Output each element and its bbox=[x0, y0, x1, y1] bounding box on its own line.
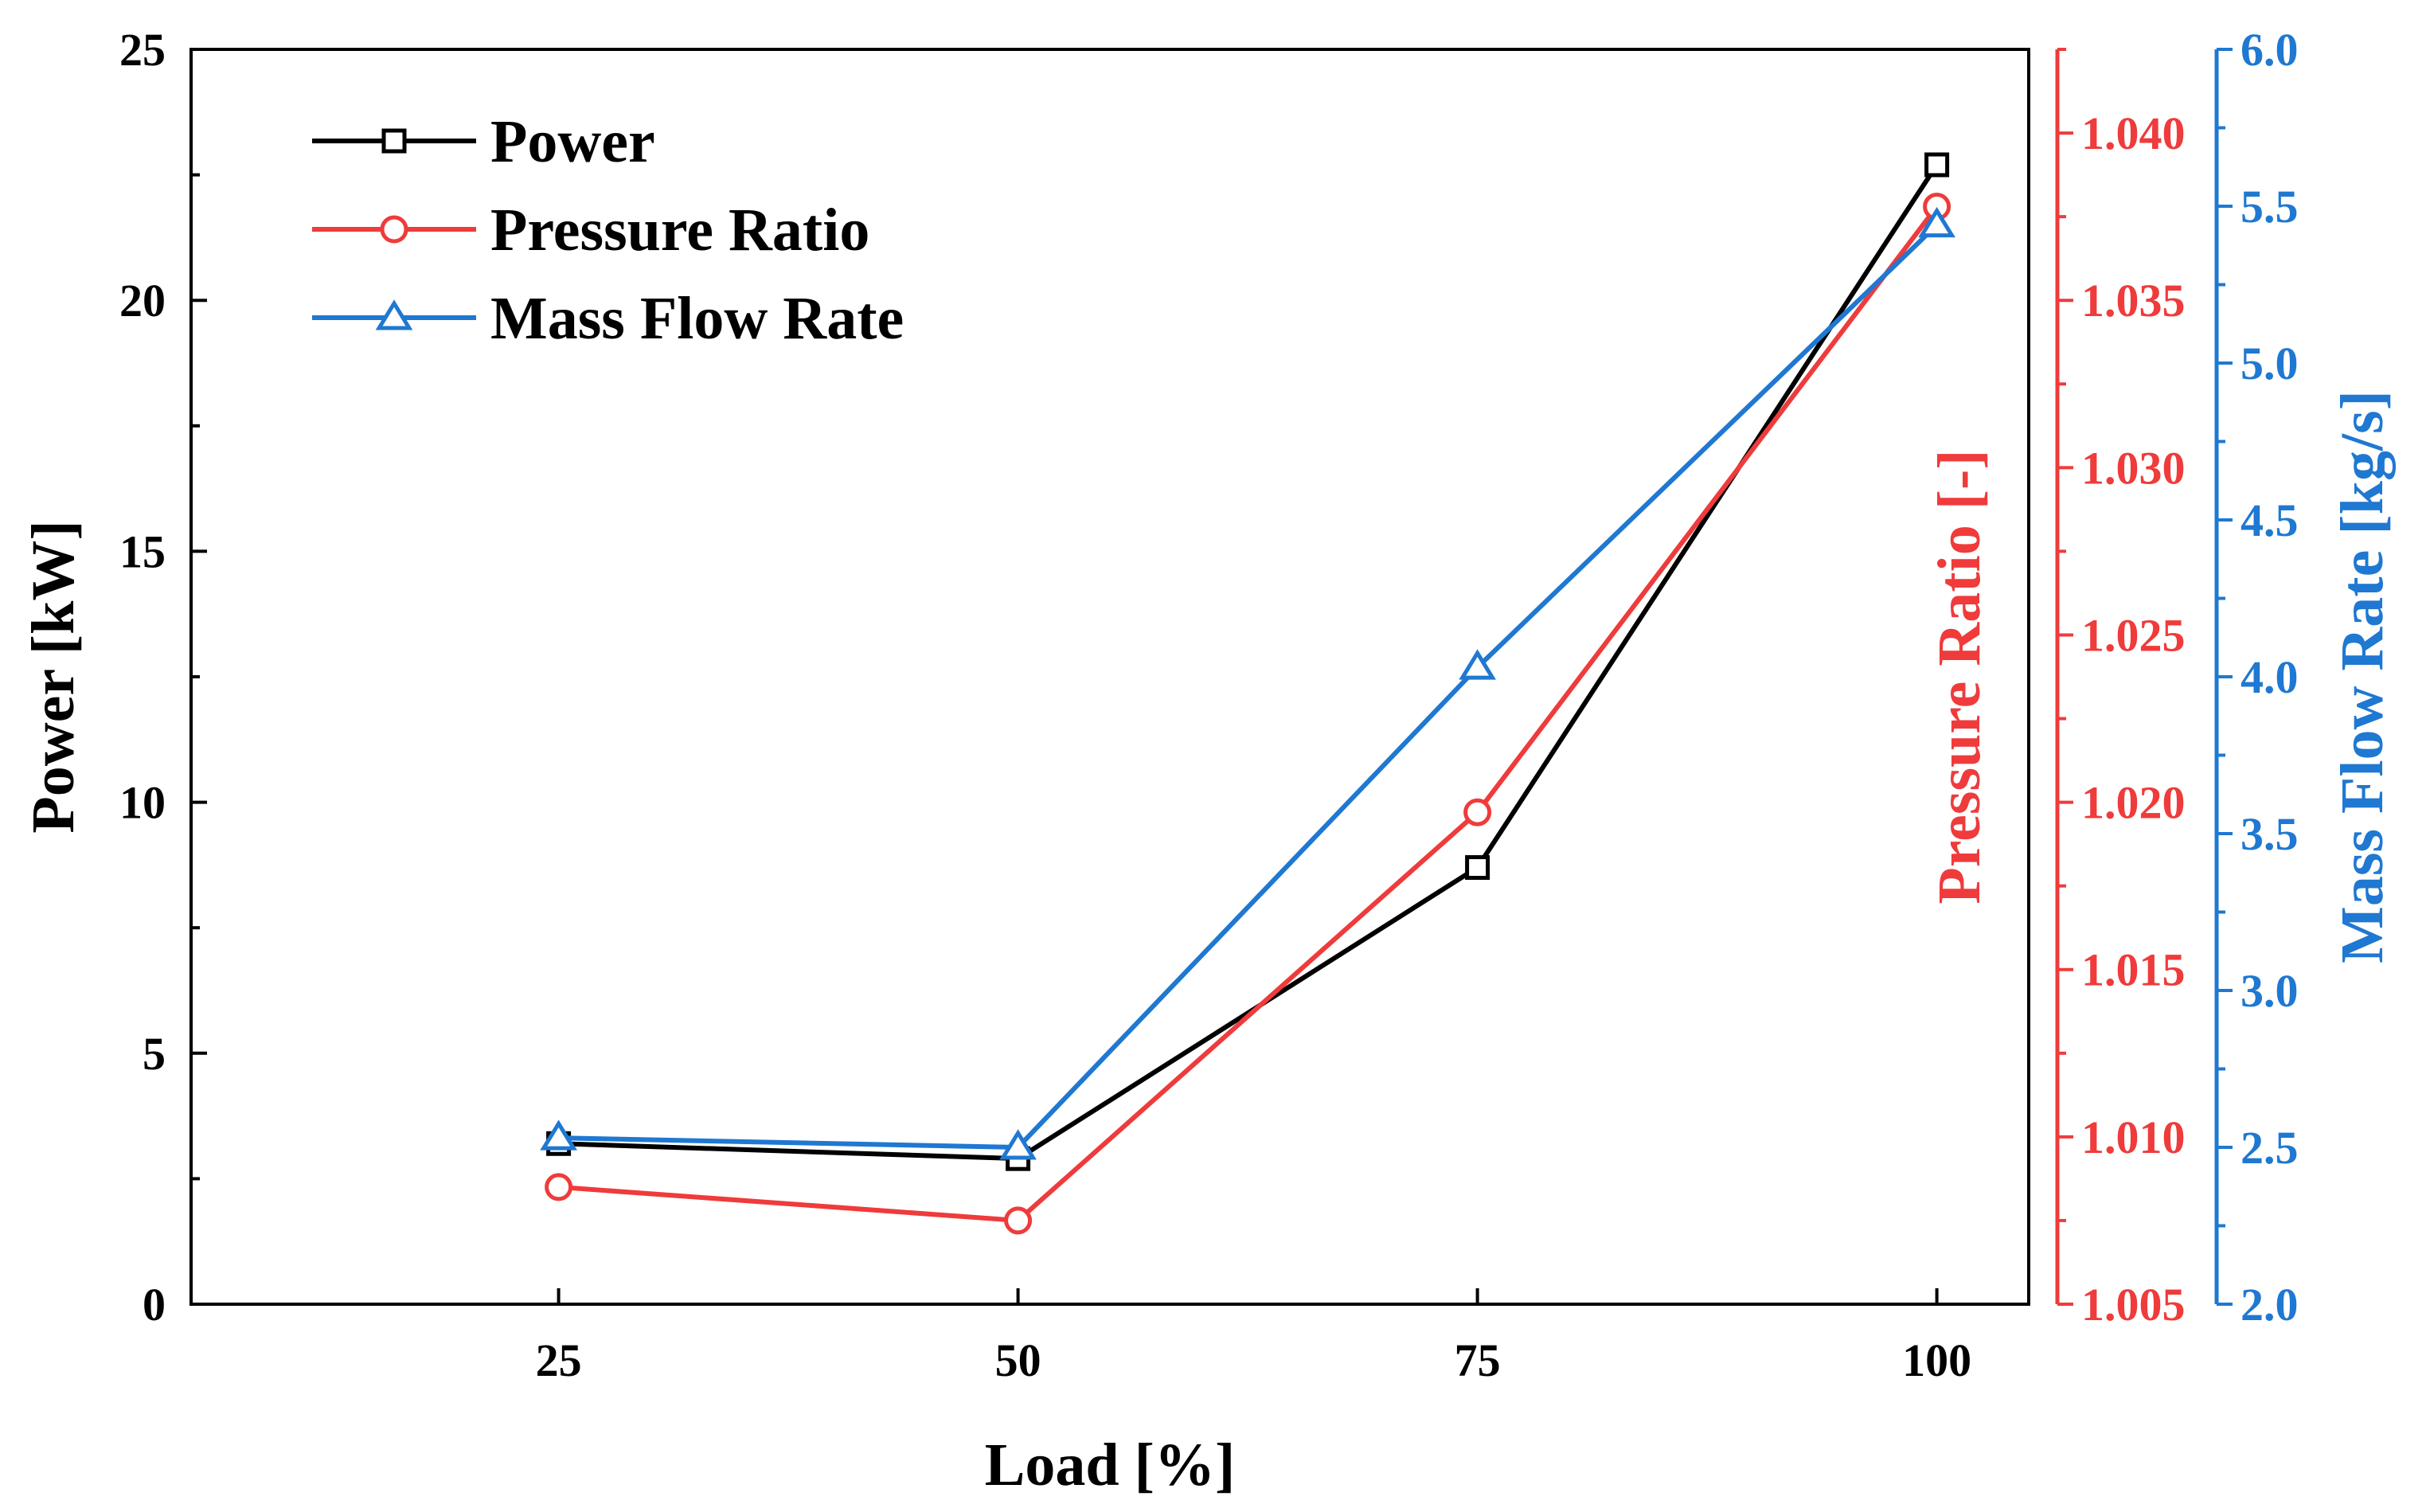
mass-flow-rate-axis-tick-label-4-0: 4.0 bbox=[2241, 651, 2299, 703]
mass-flow-rate-axis-tick-label-6-0: 6.0 bbox=[2241, 24, 2299, 76]
pressure-ratio-axis-tick-label-1-025: 1.025 bbox=[2081, 609, 2186, 661]
mass-flow-rate-point-75 bbox=[1459, 649, 1496, 680]
pressure-ratio-axis-tick-label-1-015: 1.015 bbox=[2081, 944, 2186, 996]
pressure-ratio-axis-tick-label-1-040: 1.040 bbox=[2081, 107, 2186, 159]
legend-entry-mass-flow-rate: Mass Flow Rate bbox=[312, 285, 904, 352]
mass-flow-rate-axis-tick-label-5-0: 5.0 bbox=[2241, 338, 2299, 389]
mass-flow-rate-axis-tick-label-3-0: 3.0 bbox=[2241, 965, 2299, 1017]
mass-flow-rate-point-100 bbox=[1918, 206, 1955, 238]
mass-flow-rate-axis-tick-label-2-0: 2.0 bbox=[2241, 1279, 2299, 1330]
left-axis-tick-label-10: 10 bbox=[119, 777, 166, 829]
legend-entry-power: Power bbox=[312, 108, 655, 175]
pressure-ratio-axis: 1.005 1.010 1.015 1.020 1.025 1.030 1.035 1.040… bbox=[1926, 48, 2186, 1330]
left-axis-title: Power [kW] bbox=[20, 520, 87, 833]
x-axis-tick-label-50: 50 bbox=[995, 1334, 1041, 1386]
mass-flow-rate-axis-tick-label-5-5: 5.5 bbox=[2241, 181, 2299, 232]
pressure-ratio-axis-tick-label-1-010: 1.010 bbox=[2081, 1112, 2186, 1163]
left-axis-tick-label-15: 15 bbox=[119, 525, 166, 577]
mass-flow-rate-point-25 bbox=[540, 1119, 577, 1151]
pressure-ratio-axis-tick-label-1-035: 1.035 bbox=[2081, 275, 2186, 326]
pressure-ratio-axis-tick-label-1-030: 1.030 bbox=[2081, 442, 2186, 494]
series-layer bbox=[540, 152, 1955, 1235]
x-axis: 25 50 75 100 Load [%] bbox=[536, 1288, 1971, 1498]
power-point-100 bbox=[1924, 152, 1950, 178]
mass-flow-rate-line bbox=[558, 223, 1939, 1150]
left-axis-tick-label-0: 0 bbox=[143, 1279, 166, 1330]
power-point-75 bbox=[1465, 855, 1490, 881]
legend-entry-pressure-ratio: Pressure Ratio bbox=[312, 197, 869, 264]
power-line bbox=[558, 163, 1940, 1162]
mass-flow-rate-axis-tick-label-2-5: 2.5 bbox=[2241, 1122, 2299, 1174]
x-axis-tick-label-25: 25 bbox=[536, 1334, 582, 1386]
legend-marker-power bbox=[381, 128, 407, 154]
mass-flow-rate-axis-tick-label-3-5: 3.5 bbox=[2241, 808, 2299, 860]
mass-flow-rate-point-50 bbox=[999, 1129, 1037, 1160]
legend-marker-mass-flow-rate bbox=[375, 299, 413, 330]
mass-flow-rate-axis-tick-label-4-5: 4.5 bbox=[2241, 494, 2299, 546]
pressure-ratio-axis-title: Pressure Ratio [-] bbox=[1926, 449, 1993, 904]
x-axis-title: Load [%] bbox=[985, 1432, 1236, 1498]
pressure-ratio-axis-tick-label-1-020: 1.020 bbox=[2081, 777, 2186, 829]
x-axis-tick-label-75: 75 bbox=[1455, 1334, 1501, 1386]
pressure-ratio-point-75 bbox=[1463, 798, 1492, 826]
series-mass-flow-rate bbox=[540, 206, 1955, 1160]
left-axis: 0 5 10 15 20 25 Power [kW] bbox=[20, 24, 207, 1330]
legend-label-pressure-ratio: Pressure Ratio bbox=[490, 197, 869, 264]
pressure-ratio-point-25 bbox=[545, 1173, 573, 1201]
mass-flow-rate-axis: 2.0 2.5 3.0 3.5 4.0 4.5 5.0 5.5 6.0 Mass Flow Rat… bbox=[2214, 24, 2396, 1330]
legend-label-mass-flow-rate: Mass Flow Rate bbox=[490, 285, 904, 352]
mass-flow-rate-axis-title: Mass Flow Rate [kg/s] bbox=[2329, 390, 2396, 963]
pressure-ratio-line bbox=[558, 205, 1939, 1223]
pressure-ratio-point-50 bbox=[1004, 1206, 1033, 1235]
legend-marker-pressure-ratio bbox=[380, 215, 408, 244]
left-axis-tick-label-25: 25 bbox=[119, 24, 166, 76]
legend: Power Pressure Ratio Mass Flow Rate bbox=[312, 108, 904, 352]
legend-label-power: Power bbox=[490, 108, 655, 175]
left-axis-tick-label-20: 20 bbox=[119, 275, 166, 326]
pressure-ratio-axis-tick-label-1-005: 1.005 bbox=[2081, 1279, 2186, 1330]
x-axis-tick-label-100: 100 bbox=[1902, 1334, 1971, 1386]
left-axis-tick-label-5: 5 bbox=[143, 1028, 166, 1080]
